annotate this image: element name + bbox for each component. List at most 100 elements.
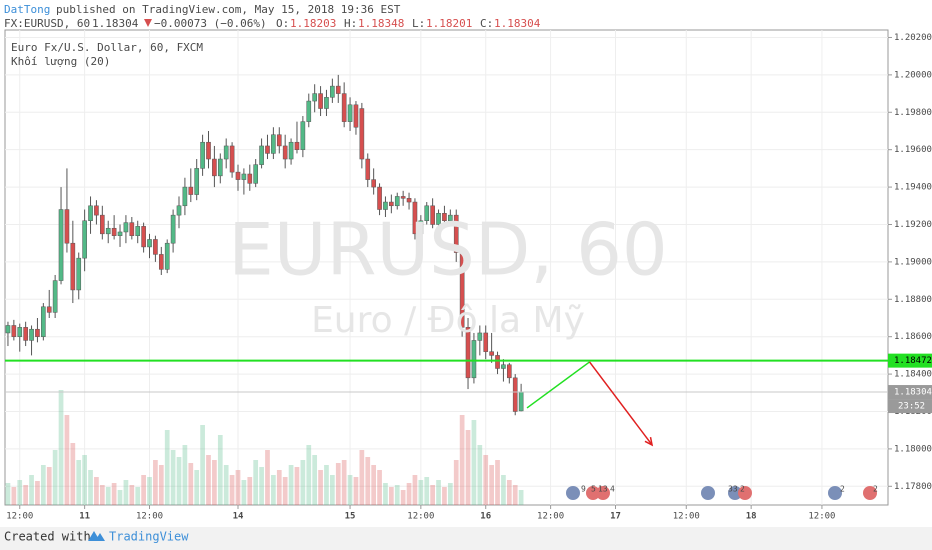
- x-tick-label: 12:00: [136, 512, 163, 522]
- event-count: 2: [840, 485, 845, 494]
- volume-bar: [94, 477, 99, 505]
- trend-arrow: [526, 361, 590, 409]
- candle-body: [259, 145, 264, 165]
- y-tick-label: 1.19200: [894, 220, 932, 230]
- candle-body: [453, 214, 459, 253]
- event-count: 2: [740, 485, 745, 494]
- plot-area: [4, 29, 889, 506]
- volume-bar: [182, 445, 188, 505]
- y-tick-label: 1.20000: [894, 70, 932, 80]
- candle-body: [347, 104, 353, 122]
- symbol: FX:EURUSD, 60: [4, 17, 90, 30]
- volume-bar: [312, 455, 318, 505]
- volume-bar: [123, 480, 129, 505]
- volume-bar: [282, 477, 288, 505]
- close: 1.18304: [494, 17, 541, 30]
- event-icon[interactable]: [586, 486, 600, 500]
- arrow-head: [644, 436, 654, 447]
- footer-brand[interactable]: TradingView: [109, 530, 189, 544]
- event-count: 2: [873, 485, 878, 494]
- x-tick-label: 12:00: [407, 512, 434, 522]
- volume-bar: [200, 425, 205, 505]
- volume-bar: [259, 467, 264, 505]
- candle-body: [371, 179, 376, 188]
- candle-body: [105, 227, 111, 235]
- volume-bar: [170, 450, 176, 505]
- volume-bar: [217, 435, 223, 505]
- legend-volume: Khối lượng (20): [11, 55, 110, 68]
- candle-body: [359, 108, 365, 160]
- volume-bar: [99, 485, 105, 505]
- price-box: [888, 353, 932, 368]
- candle-body: [11, 325, 17, 337]
- candle-body: [158, 254, 164, 270]
- event-icon[interactable]: [596, 486, 610, 500]
- volume-bar: [235, 470, 241, 505]
- candle-body: [100, 214, 105, 235]
- candle-body: [448, 214, 453, 221]
- volume-bar: [477, 445, 483, 505]
- volume-bar: [330, 475, 335, 505]
- candle-body: [465, 327, 471, 379]
- low-label: L:: [412, 17, 425, 30]
- volume-bar: [29, 475, 34, 505]
- volume-bar: [300, 460, 306, 505]
- x-tick-label: 12:00: [673, 512, 700, 522]
- candle-body: [70, 242, 76, 291]
- candle-body: [335, 85, 341, 94]
- candle-body: [518, 391, 524, 412]
- y-tick-label: 1.19400: [894, 183, 932, 193]
- event-icon[interactable]: [728, 486, 742, 500]
- volume-bar: [76, 460, 82, 505]
- event-icon[interactable]: [863, 486, 877, 500]
- candle-body: [35, 328, 40, 337]
- volume-bar: [176, 457, 182, 505]
- candle-body: [389, 201, 394, 207]
- candle-body: [123, 222, 129, 233]
- candle-body: [383, 201, 388, 210]
- event-icon[interactable]: [828, 486, 842, 500]
- low: 1.18201: [426, 17, 472, 30]
- volume-bar: [294, 467, 300, 505]
- candle-body: [288, 141, 294, 160]
- volume-bar: [117, 490, 123, 505]
- candle-body: [229, 145, 235, 173]
- candle-body: [182, 186, 188, 207]
- volume-bar: [359, 450, 365, 505]
- candle-body: [176, 205, 182, 216]
- volume-bar: [459, 415, 465, 505]
- candle-body: [188, 186, 194, 195]
- candle-body: [495, 355, 500, 369]
- volume-bar: [212, 460, 217, 505]
- author[interactable]: DatTong: [4, 3, 50, 16]
- candle-body: [436, 213, 441, 225]
- x-tick-label: 12:00: [6, 512, 33, 522]
- price-box-label: 1.18304: [894, 388, 932, 398]
- volume-bar: [88, 470, 93, 505]
- legend-main: Euro Fx/U.S. Dollar, 60, FXCM: [11, 41, 203, 54]
- volume-bar: [412, 475, 418, 505]
- y-tick-label: 1.18800: [894, 295, 932, 305]
- event-icon[interactable]: [566, 486, 580, 500]
- volume-bar: [206, 455, 211, 505]
- candle-body: [353, 104, 359, 128]
- candle-body: [471, 340, 477, 379]
- candle-body: [241, 173, 247, 180]
- candle-body: [52, 280, 58, 313]
- volume-bar: [141, 475, 146, 505]
- volume-bar: [506, 480, 512, 505]
- candle-body: [512, 377, 518, 412]
- candle-body: [507, 364, 512, 379]
- candle-body: [271, 134, 276, 154]
- candle-body: [247, 173, 253, 184]
- volume-bar: [453, 460, 459, 505]
- volume-bar: [153, 460, 158, 505]
- candle-body: [341, 93, 347, 122]
- volume-bar: [430, 485, 435, 505]
- event-icon[interactable]: [738, 486, 752, 500]
- y-tick-label: 1.17800: [894, 482, 932, 492]
- volume-bar: [64, 415, 70, 505]
- candle-body: [424, 205, 430, 221]
- event-icon[interactable]: [701, 486, 715, 500]
